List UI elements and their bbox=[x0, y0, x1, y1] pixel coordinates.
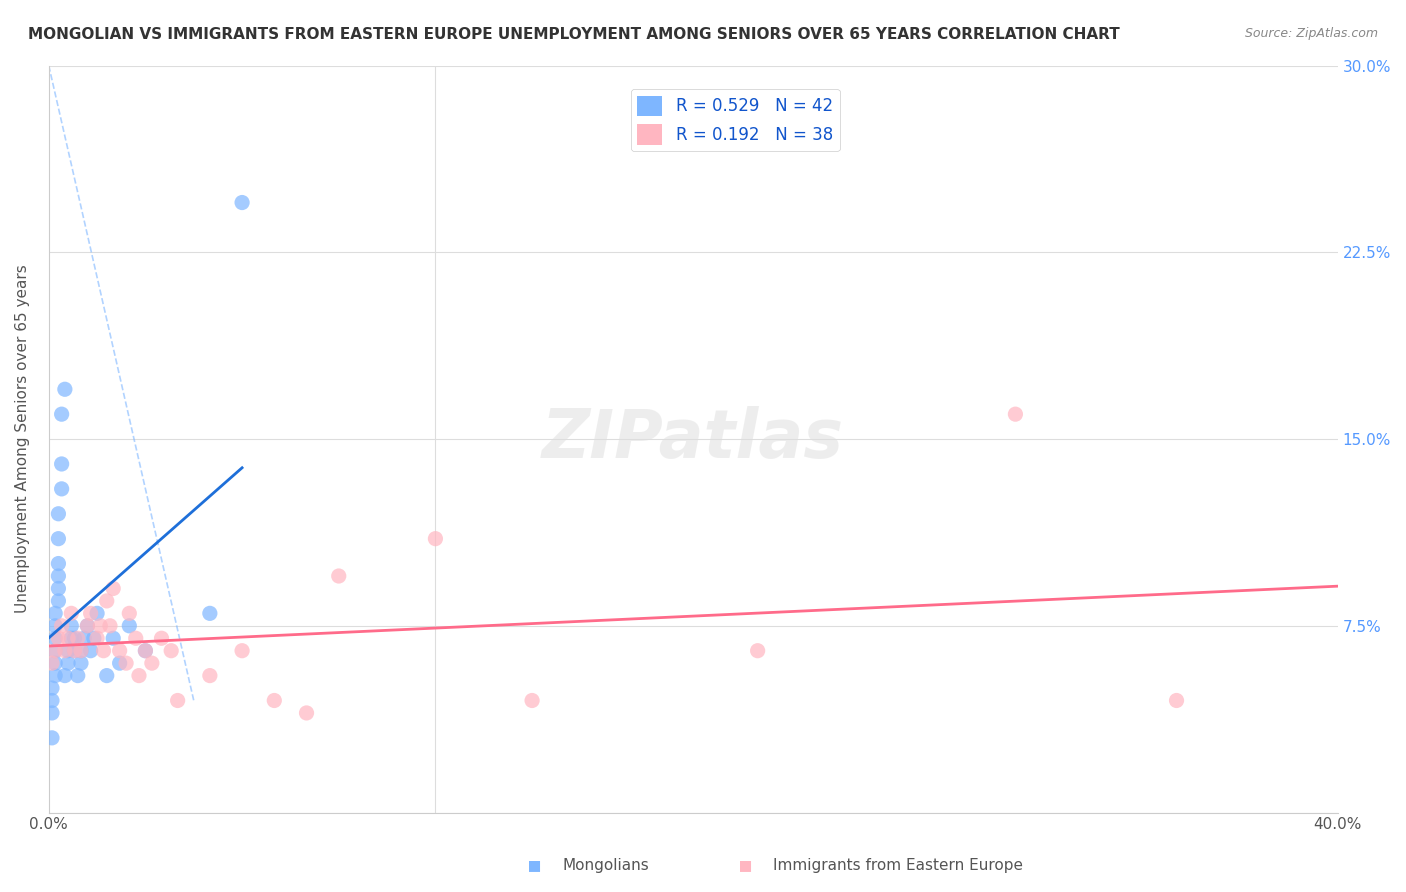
Point bbox=[103, 582, 125, 596]
Point bbox=[70, 643, 93, 657]
Point bbox=[263, 693, 285, 707]
Legend: R = 0.529   N = 42, R = 0.192   N = 38: R = 0.529 N = 42, R = 0.192 N = 38 bbox=[631, 89, 839, 152]
Point bbox=[44, 607, 66, 621]
Point bbox=[79, 607, 101, 621]
Point bbox=[44, 668, 66, 682]
Point bbox=[134, 643, 156, 657]
Point bbox=[118, 619, 141, 633]
Text: Mongolians: Mongolians bbox=[562, 858, 650, 872]
Point bbox=[63, 632, 86, 646]
Point bbox=[44, 643, 66, 657]
Point bbox=[198, 668, 221, 682]
Point bbox=[41, 706, 63, 720]
Point bbox=[66, 632, 89, 646]
Point bbox=[128, 668, 150, 682]
Point bbox=[53, 382, 76, 396]
Point bbox=[48, 582, 70, 596]
Point bbox=[76, 619, 98, 633]
Point bbox=[60, 632, 83, 646]
Point bbox=[73, 632, 96, 646]
Point bbox=[96, 668, 118, 682]
Point bbox=[51, 457, 73, 471]
Point bbox=[425, 532, 447, 546]
Point bbox=[41, 681, 63, 695]
Point bbox=[41, 731, 63, 745]
Point bbox=[520, 693, 543, 707]
Point bbox=[56, 632, 79, 646]
Point bbox=[48, 557, 70, 571]
Point bbox=[66, 668, 89, 682]
Point bbox=[747, 643, 769, 657]
Point bbox=[48, 532, 70, 546]
Point bbox=[63, 643, 86, 657]
Point bbox=[108, 656, 131, 670]
Point bbox=[166, 693, 188, 707]
Point bbox=[44, 632, 66, 646]
Point bbox=[63, 643, 86, 657]
Point bbox=[231, 195, 253, 210]
Point bbox=[56, 643, 79, 657]
Point bbox=[160, 643, 183, 657]
Point bbox=[150, 632, 173, 646]
Point bbox=[125, 632, 148, 646]
Point bbox=[198, 607, 221, 621]
Point bbox=[103, 632, 125, 646]
Point bbox=[48, 632, 70, 646]
Point bbox=[134, 643, 156, 657]
Text: ZIPatlas: ZIPatlas bbox=[543, 406, 844, 472]
Y-axis label: Unemployment Among Seniors over 65 years: Unemployment Among Seniors over 65 years bbox=[15, 265, 30, 614]
Point bbox=[118, 607, 141, 621]
Point bbox=[44, 619, 66, 633]
Point bbox=[108, 643, 131, 657]
Point bbox=[51, 619, 73, 633]
Point bbox=[86, 632, 108, 646]
Point bbox=[53, 668, 76, 682]
Point bbox=[70, 643, 93, 657]
Point bbox=[1166, 693, 1188, 707]
Point bbox=[79, 643, 101, 657]
Point bbox=[56, 656, 79, 670]
Point bbox=[89, 619, 111, 633]
Text: Source: ZipAtlas.com: Source: ZipAtlas.com bbox=[1244, 27, 1378, 40]
Point bbox=[51, 407, 73, 421]
Point bbox=[1004, 407, 1026, 421]
Point bbox=[115, 656, 138, 670]
Point bbox=[76, 619, 98, 633]
Point bbox=[48, 594, 70, 608]
Text: ▪: ▪ bbox=[738, 855, 752, 875]
Point bbox=[41, 693, 63, 707]
Point bbox=[60, 607, 83, 621]
Point bbox=[70, 656, 93, 670]
Text: Immigrants from Eastern Europe: Immigrants from Eastern Europe bbox=[773, 858, 1024, 872]
Point bbox=[44, 656, 66, 670]
Point bbox=[60, 619, 83, 633]
Point bbox=[141, 656, 163, 670]
Point bbox=[231, 643, 253, 657]
Point bbox=[328, 569, 350, 583]
Point bbox=[98, 619, 121, 633]
Point bbox=[53, 643, 76, 657]
Point bbox=[51, 482, 73, 496]
Point bbox=[86, 607, 108, 621]
Point bbox=[83, 632, 105, 646]
Point bbox=[48, 569, 70, 583]
Point bbox=[96, 594, 118, 608]
Point bbox=[41, 656, 63, 670]
Point bbox=[295, 706, 318, 720]
Text: ▪: ▪ bbox=[527, 855, 541, 875]
Text: MONGOLIAN VS IMMIGRANTS FROM EASTERN EUROPE UNEMPLOYMENT AMONG SENIORS OVER 65 Y: MONGOLIAN VS IMMIGRANTS FROM EASTERN EUR… bbox=[28, 27, 1119, 42]
Point bbox=[44, 643, 66, 657]
Point bbox=[93, 643, 115, 657]
Point bbox=[48, 507, 70, 521]
